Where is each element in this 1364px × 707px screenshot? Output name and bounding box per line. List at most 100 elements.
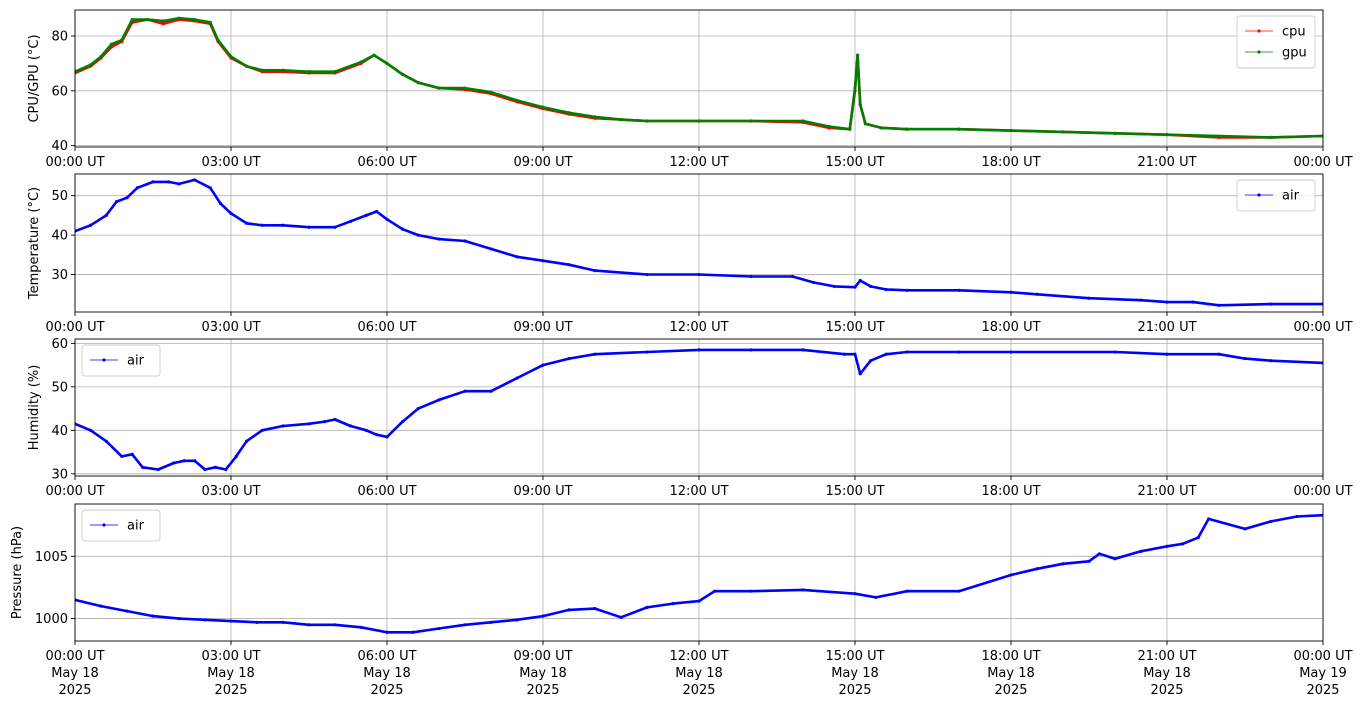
data-point <box>697 119 701 123</box>
data-point <box>957 589 961 593</box>
legend-swatch-marker <box>102 358 106 362</box>
x-tick-label: 09:00 UT <box>513 155 572 170</box>
data-point <box>567 356 571 361</box>
data-point <box>879 126 883 130</box>
data-point <box>182 459 186 463</box>
data-point <box>401 227 405 231</box>
data-point <box>884 287 888 292</box>
data-point <box>333 225 337 229</box>
data-point <box>1217 134 1221 138</box>
data-point <box>853 86 857 90</box>
data-point <box>1191 300 1195 304</box>
data-point <box>234 454 238 459</box>
data-point <box>359 625 363 629</box>
x-tick-label: 15:00 UT <box>825 320 884 335</box>
data-point <box>99 54 103 59</box>
data-point <box>697 348 701 352</box>
data-point <box>125 196 129 200</box>
x-tick-label: 00:00 UT <box>1293 649 1352 664</box>
data-point <box>489 620 493 624</box>
data-point <box>109 42 113 46</box>
data-point <box>1207 517 1211 521</box>
data-point <box>216 38 220 42</box>
y-axis-label: Humidity (%) <box>27 365 42 451</box>
data-point <box>385 217 389 221</box>
data-point <box>193 178 197 182</box>
data-point <box>1243 356 1247 361</box>
data-point <box>811 280 816 285</box>
x-tick-label: 09:00 UT <box>513 649 572 664</box>
series-air <box>75 513 1323 634</box>
data-point <box>1009 128 1013 133</box>
legend-box <box>81 344 161 377</box>
data-point <box>645 350 649 354</box>
data-point <box>281 223 285 227</box>
data-point <box>260 428 264 432</box>
data-point <box>619 615 623 619</box>
data-point <box>567 263 571 267</box>
data-point <box>1113 350 1117 354</box>
data-point <box>1269 519 1273 524</box>
data-point <box>437 237 441 241</box>
panel-0: 40 60 80 CPU/GPU (°C) 00:00 UT 03:00 UT 06:00 … <box>27 9 1353 170</box>
x-tick-date: May 18 <box>519 666 567 681</box>
data-point <box>281 68 285 72</box>
x-tick-label: 00:00 UT <box>45 320 104 335</box>
series-air <box>75 348 1323 472</box>
x-tick-label: 12:00 UT <box>669 320 728 335</box>
data-point <box>177 16 181 20</box>
data-point <box>130 452 134 456</box>
data-point <box>791 274 795 279</box>
y-tick-label: 40 <box>51 424 68 439</box>
data-point <box>333 70 337 74</box>
data-point <box>115 200 119 204</box>
data-point <box>333 623 337 627</box>
data-point <box>437 86 441 90</box>
legend-label: air <box>1282 189 1300 204</box>
x-tick-label: 21:00 UT <box>1137 484 1196 499</box>
data-point <box>749 348 753 352</box>
data-point <box>869 284 873 288</box>
x-tick-label: 03:00 UT <box>201 484 260 499</box>
data-point <box>489 389 493 393</box>
data-point <box>375 433 379 437</box>
x-tick-label: 00:00 UT <box>45 484 104 499</box>
data-point <box>1009 573 1013 577</box>
y-tick-label: 60 <box>51 84 68 99</box>
data-point <box>905 350 909 354</box>
data-point <box>541 614 545 618</box>
data-point <box>827 124 831 129</box>
data-point <box>167 180 171 184</box>
data-point <box>593 269 597 273</box>
data-point <box>515 376 519 380</box>
data-point <box>104 439 108 443</box>
data-point <box>120 38 124 42</box>
data-point <box>801 348 805 352</box>
data-point <box>541 259 545 263</box>
legend-label: cpu <box>1282 25 1306 40</box>
panel-3: 1000 1005 Pressure (hPa) 00:00 UT May 18 2025… <box>10 503 1353 698</box>
data-point <box>515 98 519 103</box>
data-point <box>515 618 519 622</box>
legend-swatch-marker <box>1257 29 1261 33</box>
x-tick-label: 18:00 UT <box>981 649 1040 664</box>
data-point <box>130 17 134 22</box>
data-point <box>151 614 155 618</box>
data-point <box>281 424 285 428</box>
x-tick-year: 2025 <box>682 683 715 698</box>
y-axis-label: Temperature (°C) <box>27 187 42 300</box>
data-point <box>713 589 717 593</box>
data-point <box>749 589 753 593</box>
x-tick-date: May 18 <box>831 666 879 681</box>
data-point <box>260 223 264 227</box>
x-tick-label: 18:00 UT <box>981 484 1040 499</box>
x-tick-year: 2025 <box>370 683 403 698</box>
data-point <box>853 592 857 596</box>
data-point <box>1097 552 1101 556</box>
data-point <box>224 467 228 472</box>
legend: air <box>81 344 161 377</box>
data-point <box>1113 557 1117 561</box>
data-point <box>1009 290 1013 294</box>
data-point <box>645 272 649 277</box>
data-point <box>1035 567 1039 571</box>
